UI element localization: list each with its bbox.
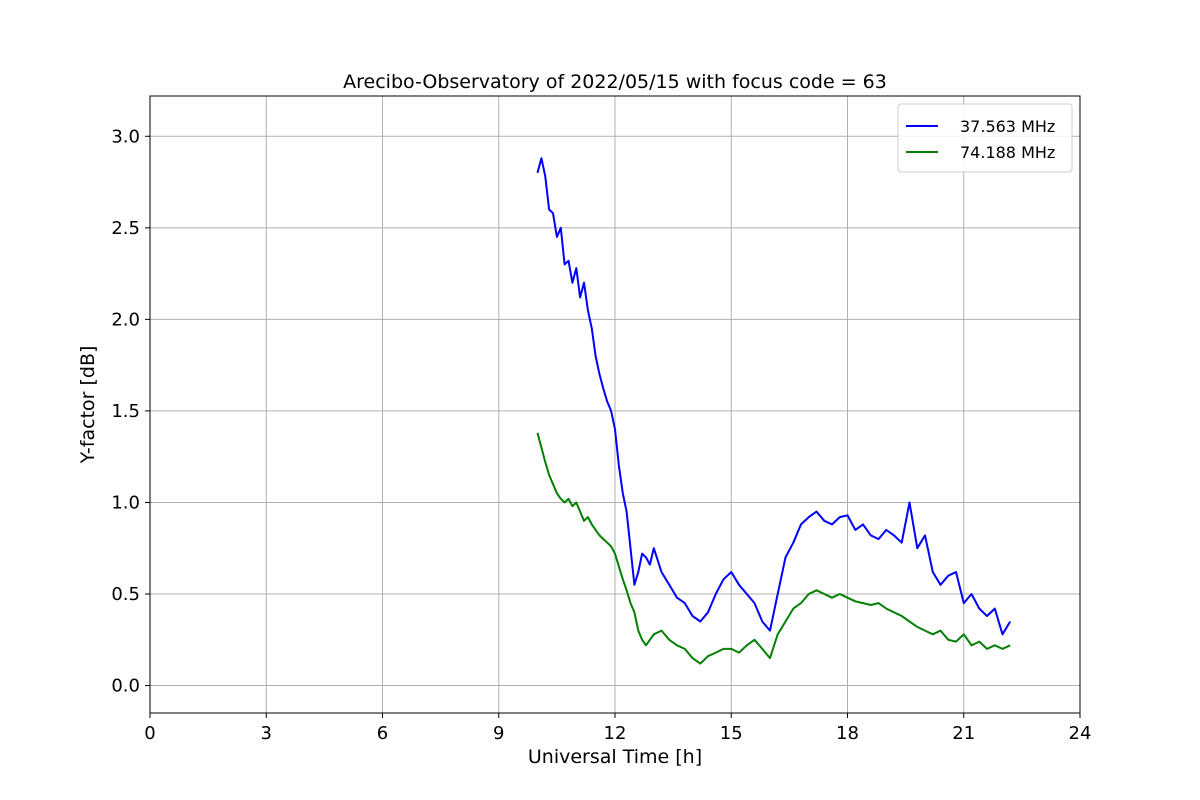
x-tick-label: 18	[836, 723, 859, 744]
x-tick-label: 0	[144, 723, 155, 744]
y-tick-label: 1.5	[111, 401, 140, 422]
y-tick-label: 0.5	[111, 584, 140, 605]
y-tick-label: 3.0	[111, 126, 140, 147]
y-tick-label: 1.0	[111, 492, 140, 513]
x-tick-label: 12	[604, 723, 627, 744]
legend: 37.563 MHz 74.188 MHz	[897, 103, 1073, 173]
x-tick-label: 3	[261, 723, 272, 744]
legend-label: 74.188 MHz	[960, 143, 1055, 162]
x-tick-label: 6	[377, 723, 388, 744]
series-line-1	[536, 157, 1012, 636]
x-axis-label: Universal Time [h]	[528, 746, 702, 768]
y-tick-label: 2.5	[111, 218, 140, 239]
y-tick-label: 2.0	[111, 309, 140, 330]
series-layer	[536, 157, 1012, 665]
grid	[149, 96, 1081, 713]
series-line-2	[536, 432, 1011, 665]
y-axis-label: Y-factor [dB]	[77, 346, 99, 465]
x-tick-label: 9	[493, 723, 504, 744]
x-tick-label: 24	[1069, 723, 1092, 744]
x-tick-label: 21	[952, 723, 975, 744]
x-axis: 0 3 6 9 12 15 18 21 24	[144, 713, 1091, 744]
legend-box	[897, 103, 1073, 173]
legend-label: 37.563 MHz	[960, 117, 1055, 136]
x-tick-label: 15	[720, 723, 743, 744]
y-tick-label: 0.0	[111, 676, 140, 697]
chart-title: Arecibo-Observatory of 2022/05/15 with f…	[343, 71, 887, 93]
y-axis: 0.0 0.5 1.0 1.5 2.0 2.5 3.0	[111, 126, 150, 697]
